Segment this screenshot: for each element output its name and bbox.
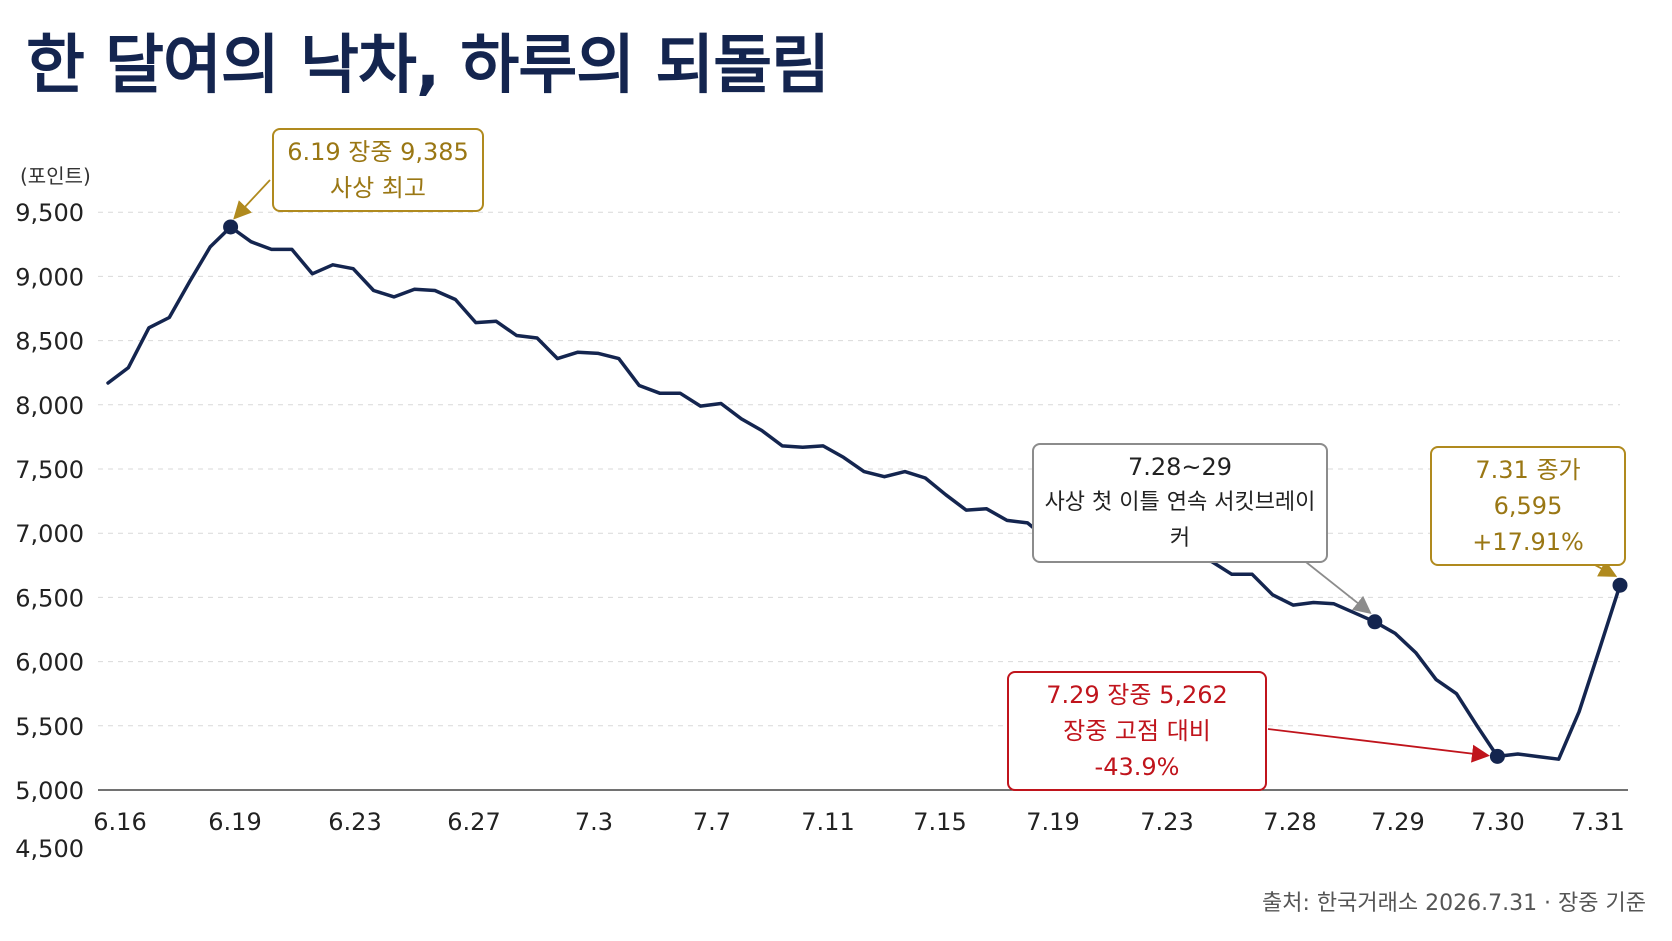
- low-callout-line2: 장중 고점 대비 -43.9%: [1063, 717, 1211, 781]
- page-title: 한 달여의 낙차, 하루의 되돌림: [26, 29, 830, 103]
- y-axis-label: (포인트): [20, 164, 91, 188]
- x-tick-label: 6.23: [328, 808, 381, 836]
- y-tick-label: 9,500: [15, 199, 84, 227]
- x-tick-label: 7.28: [1263, 808, 1316, 836]
- x-tick-label: 7.31: [1571, 808, 1624, 836]
- peak-callout-line2: 사상 최고: [330, 174, 426, 202]
- y-tick-label: 8,000: [15, 392, 84, 420]
- x-tick-label: 7.7: [693, 808, 731, 836]
- peak-arrow: [233, 179, 271, 220]
- breaker-callout-line1: 7.28~29: [1127, 453, 1233, 481]
- source-note: 출처: 한국거래소 2026.7.31 · 장중 기준: [1262, 891, 1646, 916]
- x-tick-label: 6.19: [208, 808, 261, 836]
- y-tick-label: 9,000: [15, 263, 84, 291]
- x-tick-label: 7.11: [801, 808, 854, 836]
- x-tick-label: 6.27: [447, 808, 500, 836]
- y-tick-label: 8,500: [15, 328, 84, 356]
- y-tick-label: 6,500: [15, 584, 84, 612]
- x-tick-label: 7.3: [575, 808, 613, 836]
- peak-point: [223, 219, 239, 235]
- low-callout-line1: 7.29 장중 5,262: [1046, 681, 1228, 709]
- series-layer: [106, 219, 1628, 764]
- x-tick-label: 7.30: [1471, 808, 1524, 836]
- close-callout-line2: +17.91%: [1472, 528, 1584, 556]
- breaker-point: [1367, 614, 1383, 630]
- close-callout-line1: 7.31 종가 6,595: [1475, 456, 1581, 520]
- y-tick-label: 5,000: [15, 777, 84, 805]
- series-line: [106, 225, 1622, 761]
- annotation-arrows: [233, 179, 1618, 763]
- x-tick-label: 7.29: [1371, 808, 1424, 836]
- breaker-callout: 7.28~29 사상 첫 이틀 연속 서킷브레이커: [1032, 443, 1328, 563]
- x-tick-label: 7.23: [1140, 808, 1193, 836]
- low-point: [1489, 748, 1505, 764]
- close-callout: 7.31 종가 6,595 +17.91%: [1430, 446, 1626, 566]
- low-callout: 7.29 장중 5,262 장중 고점 대비 -43.9%: [1007, 671, 1267, 791]
- close-point: [1612, 577, 1628, 593]
- x-tick-label: 6.16: [93, 808, 146, 836]
- y-tick-label: 6,000: [15, 649, 84, 677]
- y-tick-label: 4,500: [15, 835, 84, 863]
- y-tick-label: 5,500: [15, 713, 84, 741]
- low-arrow: [1267, 728, 1490, 763]
- breaker-callout-line2: 사상 첫 이틀 연속 서킷브레이커: [1044, 490, 1316, 551]
- y-tick-label: 7,500: [15, 456, 84, 484]
- peak-callout: 6.19 장중 9,385 사상 최고: [272, 128, 484, 212]
- x-tick-label: 7.19: [1026, 808, 1079, 836]
- x-tick-label: 7.15: [913, 808, 966, 836]
- y-tick-label: 7,000: [15, 520, 84, 548]
- peak-callout-line1: 6.19 장중 9,385: [287, 138, 469, 166]
- axes: 4,500 5,000 5,500 6,000 6,500 7,000 7,500 8,000…: [15, 164, 1628, 863]
